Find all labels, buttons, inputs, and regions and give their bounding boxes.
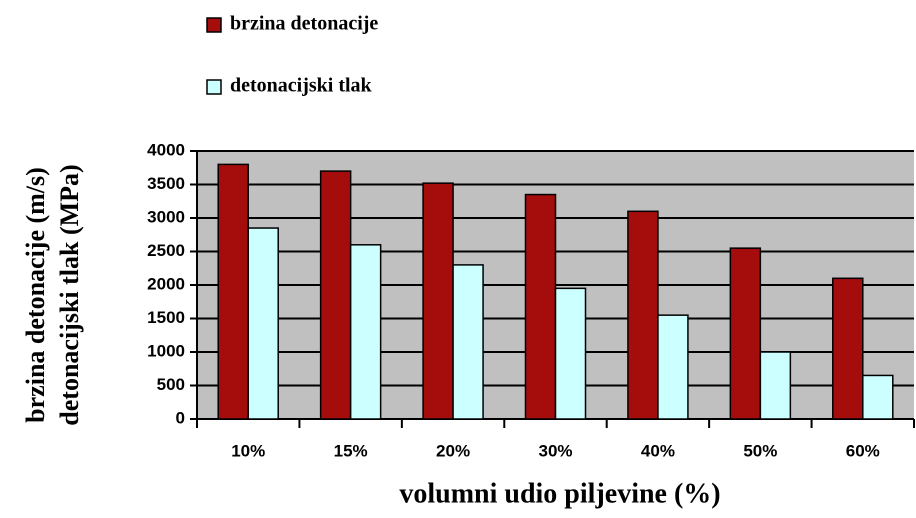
x-tick-label: 20% bbox=[436, 441, 470, 460]
x-tick-label: 30% bbox=[538, 441, 572, 460]
bar bbox=[349, 244, 382, 420]
bar bbox=[247, 227, 279, 420]
x-tick-label: 15% bbox=[334, 441, 368, 460]
bar bbox=[422, 182, 454, 420]
legend-label: brzina detonacije bbox=[230, 13, 378, 35]
bar bbox=[452, 264, 484, 420]
x-axis-label: volumni udio piljevine (%) bbox=[399, 478, 720, 509]
x-tick-label: 50% bbox=[743, 441, 777, 460]
y-axis-label: detonacijski tlak (MPa) bbox=[55, 164, 84, 425]
x-tick-label: 10% bbox=[231, 441, 265, 460]
bar bbox=[729, 247, 762, 420]
bar bbox=[524, 193, 557, 420]
y-tick-label: 4000 bbox=[147, 140, 185, 159]
x-tick-label: 40% bbox=[641, 441, 675, 460]
x-tick-label: 60% bbox=[846, 441, 880, 460]
bar bbox=[319, 170, 352, 420]
legend-label: detonacijski tlak bbox=[230, 75, 373, 97]
bar bbox=[217, 163, 249, 420]
y-tick-label: 2000 bbox=[147, 274, 185, 293]
y-tick-label: 3500 bbox=[147, 174, 185, 193]
bar bbox=[759, 351, 792, 420]
bar bbox=[554, 287, 587, 420]
y-tick-label: 3000 bbox=[147, 207, 185, 226]
y-tick-label: 1500 bbox=[147, 308, 185, 327]
legend-swatch bbox=[206, 17, 222, 33]
y-tick-label: 500 bbox=[157, 375, 185, 394]
legend-swatch bbox=[206, 79, 222, 95]
bar bbox=[627, 210, 659, 420]
y-tick-label: 0 bbox=[176, 408, 185, 427]
bar bbox=[862, 374, 894, 420]
y-tick-label: 2500 bbox=[147, 241, 185, 260]
y-tick-label: 1000 bbox=[147, 341, 185, 360]
bar bbox=[657, 314, 689, 420]
bar bbox=[832, 277, 864, 420]
y-axis-label: brzina detonacije (m/s) bbox=[21, 167, 50, 423]
